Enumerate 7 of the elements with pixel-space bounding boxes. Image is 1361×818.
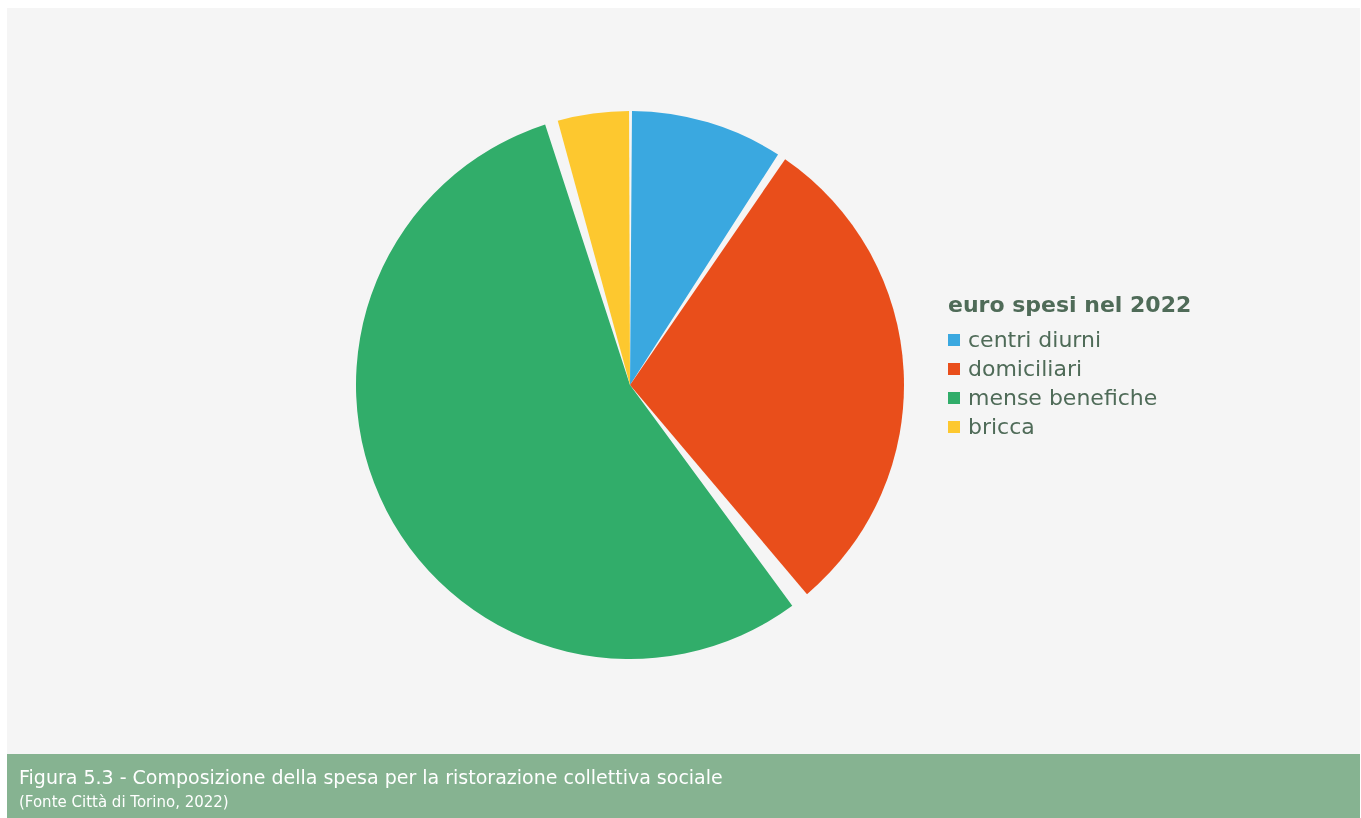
legend-title: euro spesi nel 2022: [948, 292, 1192, 317]
legend-label: domiciliari: [968, 355, 1083, 383]
legend-label: bricca: [968, 413, 1035, 441]
legend-label: centri diurni: [968, 326, 1102, 354]
text: Figura 5.3 - Composizione della spesa per la ristorazione collettiva sociale: [19, 766, 723, 788]
text: (Fonte Città di Torino, 2022): [19, 793, 229, 811]
legend-label: mense benefiche: [968, 384, 1158, 412]
